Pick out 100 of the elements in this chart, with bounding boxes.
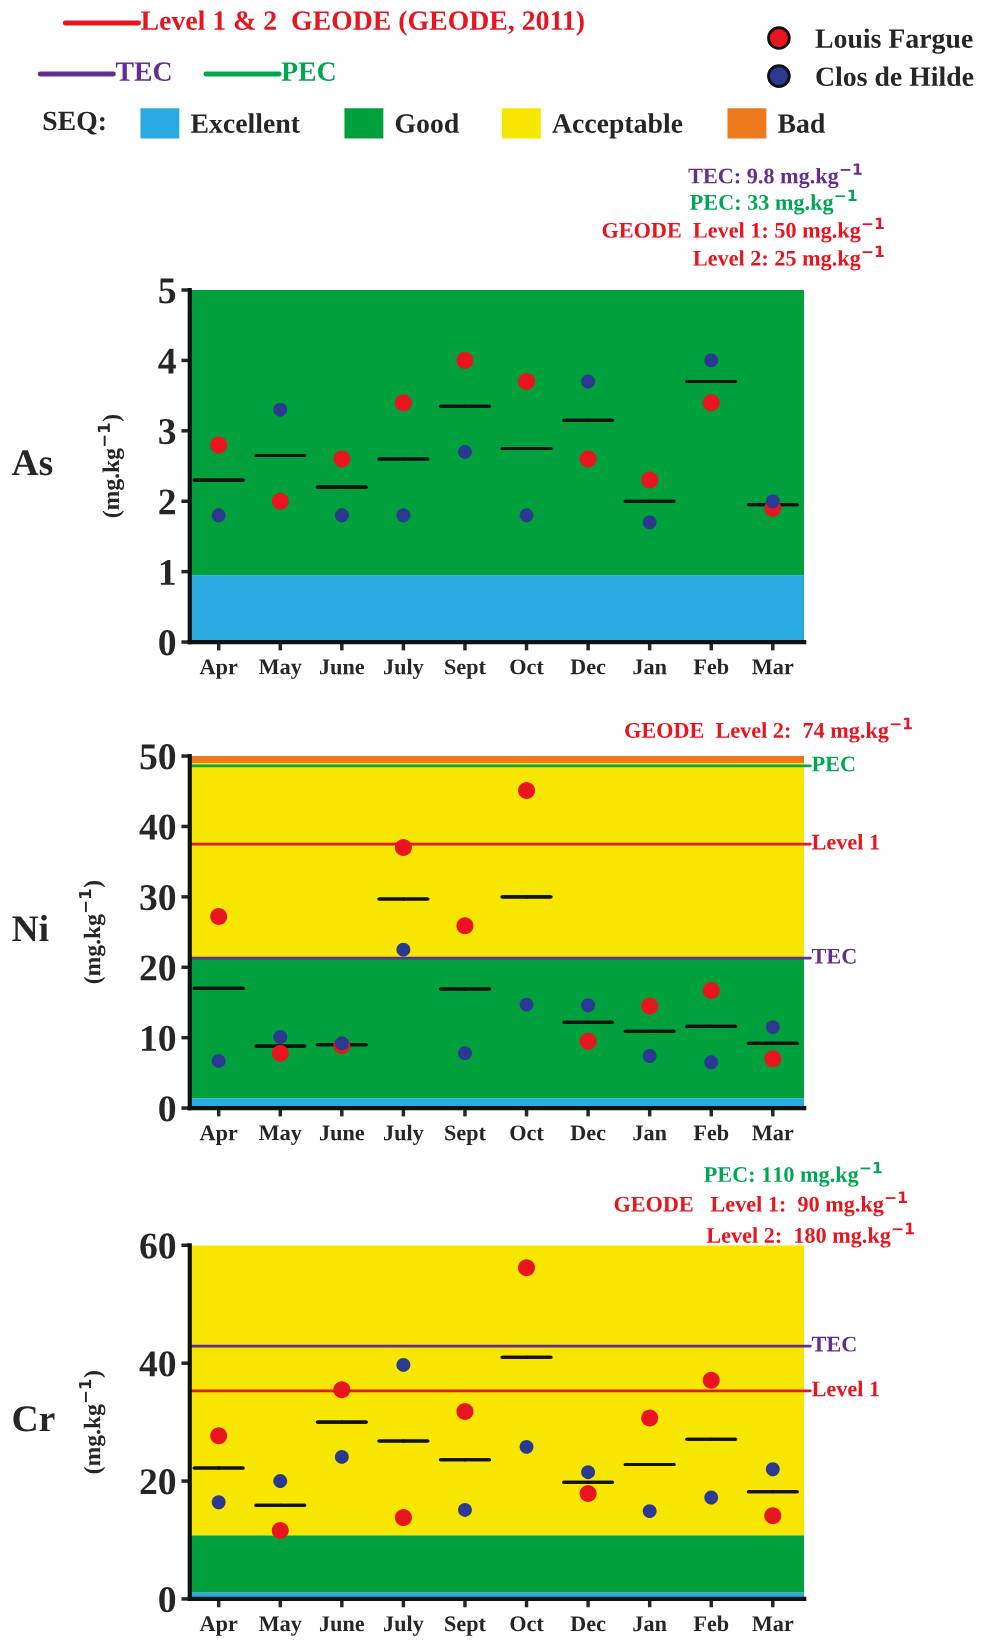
x-tick-label: July [384,658,424,679]
y-tick-label: 60 [140,1233,176,1259]
ref-line-label: TEC [811,1336,856,1352]
text: GEODE Level 2: 74 mg.kg$^{−1}$ [625,717,912,743]
x-tick-label: Sept [445,659,486,679]
point [456,917,474,935]
point [394,394,412,412]
point [765,1462,780,1477]
legend-label: Bad [777,113,826,133]
text: TEC: 9.8 mg.kg$^{−1}$ [688,163,862,189]
x-tick-label: May [259,1616,302,1636]
text: Level 1 & 2 GEODE (GEODE, 2011) [141,10,584,36]
point [211,1495,226,1510]
point [333,1381,351,1399]
point [458,1046,472,1061]
ref-line-label: Level 1 [811,1380,879,1397]
x-tick-label: Oct [510,659,544,675]
point [456,1402,474,1420]
x-tick-label: Mar [752,1125,794,1141]
point [581,998,596,1013]
point [396,508,411,523]
annotation: Level 2: 180 mg.kg$^{−1}$ [706,1222,914,1248]
y-tick-label: 10 [142,1025,176,1052]
point [764,1507,782,1525]
point [271,1522,289,1540]
x-tick-label: Sept [445,1616,486,1636]
y-tick-label: 30 [140,884,176,911]
x-tick-label: Sept [445,1125,486,1145]
point [641,1409,659,1427]
text: GEODE Level 1: 90 mg.kg$^{−1}$ [614,1191,907,1217]
point [210,436,228,454]
text: PEC: 33 mg.kg$^{−1}$ [690,189,857,215]
text: Ni [12,915,49,942]
point [702,1371,720,1389]
point [642,1504,657,1519]
x-tick-label: Oct [510,1125,544,1141]
y-tick-label: 40 [139,814,176,840]
point [273,402,288,417]
point [334,1449,349,1464]
x-tick-label: Feb [693,1124,729,1141]
text: GEODE Level 1: 50 mg.kg$^{−1}$ [602,217,884,243]
x-tick-label: Jan [633,1125,667,1141]
legend-label: Clos de Hilde [816,66,974,87]
x-tick-label: June [319,659,365,675]
point [458,1502,472,1517]
point [334,508,349,523]
point [702,394,720,412]
point [765,1020,780,1035]
point [642,515,657,530]
point [396,1357,411,1372]
y-tick-label: 50 [140,744,176,770]
point [333,450,351,468]
x-tick-label: Apr [199,1125,238,1145]
legend-label: Acceptable [552,113,683,139]
point [764,1050,782,1068]
legend-label: Excellent [190,113,300,133]
point [704,1055,719,1070]
point [702,981,720,999]
x-tick-label: June [319,1125,365,1141]
text: TEC [115,62,171,81]
point [704,353,719,368]
x-tick-label: Apr [199,659,238,679]
point [519,1439,534,1454]
y-tick-label: 0 [159,630,176,656]
x-tick-label: Dec [570,1616,606,1632]
x-tick-label: Dec [570,659,606,675]
point [271,492,289,510]
point [518,782,536,800]
x-tick-label: June [319,1616,365,1632]
x-tick-label: Jan [633,1616,667,1632]
text: Cr [13,1406,55,1432]
x-tick-label: May [259,659,302,679]
y-axis-title: (mg.kg$^{−1}$) [97,414,125,518]
x-tick-label: Mar [752,659,794,675]
point [704,1490,719,1505]
point [581,1465,596,1480]
x-tick-label: Apr [199,1616,238,1636]
point [642,1049,657,1063]
ref-line-label: TEC [811,948,856,964]
point [579,450,597,468]
y-tick-label: 0 [159,1096,176,1122]
x-tick-label: May [259,1125,302,1145]
x-tick-label: Mar [752,1616,794,1632]
text: Level 2: 25 mg.kg$^{−1}$ [693,245,884,271]
point [765,494,780,509]
x-tick-label: Jan [633,659,667,675]
y-axis-title: (mg.kg$^{−1}$) [79,1371,106,1474]
point [271,1044,289,1062]
y-tick-label: 20 [140,1469,176,1495]
text: As [11,450,53,476]
point [518,1259,536,1277]
text: PEC: 110 mg.kg$^{−1}$ [704,1161,882,1187]
point [273,1030,288,1044]
y-tick-label: 40 [139,1351,176,1377]
point [396,942,411,957]
point [641,471,659,489]
point [518,373,536,391]
text: PEC [281,62,335,81]
x-tick-label: Feb [693,1615,729,1632]
point [458,445,472,459]
